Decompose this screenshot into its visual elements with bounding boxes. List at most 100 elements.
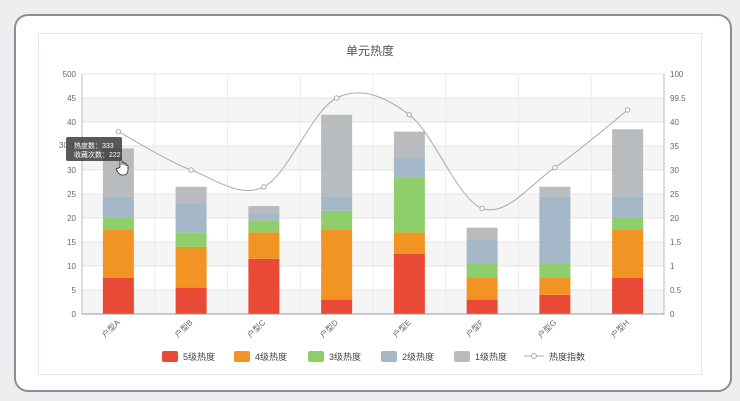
legend-label[interactable]: 热度指数 — [549, 351, 585, 362]
tooltip-box — [66, 137, 122, 161]
x-tick-label: 户型F — [464, 317, 486, 339]
bar-segment[interactable] — [612, 129, 644, 197]
legend-label[interactable]: 5级热度 — [183, 351, 215, 362]
bar-segment[interactable] — [466, 263, 498, 278]
bar-segment[interactable] — [539, 196, 571, 264]
x-tick-label: 户型C — [245, 317, 268, 340]
y-right-tick-label: 1.5 — [670, 238, 682, 247]
heat-index-point[interactable] — [115, 128, 122, 135]
bar-segment[interactable] — [539, 278, 571, 295]
bar-segment[interactable] — [466, 239, 498, 264]
grid-area — [82, 73, 664, 315]
bar-segment[interactable] — [175, 203, 207, 233]
bar-segment[interactable] — [321, 210, 353, 230]
bar-segment[interactable] — [393, 232, 425, 254]
x-tick-label: 户型B — [172, 317, 194, 339]
bar-segment[interactable] — [612, 278, 644, 314]
x-tick-label: 户型G — [535, 317, 558, 340]
bar-segment[interactable] — [175, 287, 207, 314]
y-right-tick-label: 30 — [670, 166, 679, 175]
y-right-tick-label: 0.5 — [670, 286, 682, 295]
tooltip-tick-300: 300 — [59, 141, 73, 150]
legend-line-marker — [531, 353, 537, 359]
legend-label[interactable]: 2级热度 — [402, 351, 434, 362]
bar-segment[interactable] — [248, 232, 280, 259]
line-group — [115, 92, 631, 212]
bar-segment[interactable] — [102, 278, 134, 314]
bar-segment[interactable] — [612, 218, 644, 230]
y-left-tick-label: 45 — [67, 94, 76, 103]
bar-segment[interactable] — [175, 186, 207, 204]
legend: 5级热度 4级热度 3级热度 2级热度 1级热度 热度指数 — [162, 351, 585, 362]
y-left-tick-label: 5 — [72, 286, 77, 295]
tooltip-line-1: 热度数：333 — [74, 141, 114, 150]
y-left-tick-label: 500 — [63, 70, 77, 79]
heat-index-point[interactable] — [333, 95, 340, 101]
y-left-tick-label: 0 — [72, 310, 77, 319]
y-left-tick-label: 40 — [67, 118, 76, 127]
x-tick-label: 户型D — [318, 317, 341, 340]
bar-segment[interactable] — [539, 186, 571, 197]
y-right-tick-label: 35 — [670, 142, 679, 151]
hand-cursor-icon — [115, 159, 129, 176]
y-right-tick-label: 100 — [670, 70, 684, 79]
bar-segment[interactable] — [321, 230, 353, 300]
y-right-tick-label: 25 — [670, 190, 679, 199]
legend-swatch[interactable] — [162, 351, 178, 362]
bar-segment[interactable] — [466, 227, 498, 240]
bar-segment[interactable] — [102, 196, 134, 218]
y-left-tick-label: 20 — [67, 214, 76, 223]
heat-index-point[interactable] — [261, 184, 267, 190]
bar-segment[interactable] — [102, 218, 134, 230]
bar-segment[interactable] — [393, 158, 425, 178]
bar-segment[interactable] — [321, 299, 353, 314]
y-right-tick-label: 1 — [670, 262, 675, 271]
legend-swatch[interactable] — [234, 351, 250, 362]
bar-segment[interactable] — [612, 230, 644, 278]
heat-index-point[interactable] — [406, 112, 413, 118]
bar-segment[interactable] — [321, 114, 353, 197]
bar-segment[interactable] — [175, 246, 207, 288]
bars-group — [102, 114, 644, 314]
legend-swatch[interactable] — [308, 351, 324, 362]
bar-segment[interactable] — [393, 177, 425, 233]
legend-label[interactable]: 3级热度 — [329, 351, 361, 362]
bar-segment[interactable] — [248, 220, 280, 233]
y-left-tick-label: 10 — [67, 262, 76, 271]
bar-segment[interactable] — [539, 294, 571, 314]
y-left-tick-label: 25 — [67, 190, 76, 199]
legend-swatch[interactable] — [381, 351, 397, 362]
y-left-tick-label: 15 — [67, 238, 76, 247]
bar-segment[interactable] — [393, 131, 425, 158]
tooltip-line-2: 收藏次数：222 — [74, 150, 121, 159]
x-tick-label: 户型A — [100, 317, 123, 340]
bar-segment[interactable] — [393, 254, 425, 314]
heat-index-point[interactable] — [624, 107, 631, 113]
y-right-tick-label: 0 — [670, 310, 675, 319]
bar-segment[interactable] — [248, 258, 280, 314]
y-right-tick-label: 99.5 — [670, 94, 686, 103]
heat-index-point[interactable] — [552, 164, 558, 171]
bar-segment[interactable] — [466, 278, 498, 300]
legend-swatch[interactable] — [454, 351, 470, 362]
heat-index-point[interactable] — [479, 205, 485, 212]
bar-segment[interactable] — [612, 196, 644, 218]
bar-segment[interactable] — [539, 263, 571, 278]
y-right-tick-label: 20 — [670, 214, 679, 223]
bar-segment[interactable] — [466, 299, 498, 314]
bar-segment[interactable] — [248, 213, 280, 221]
y-right-tick-label: 40 — [670, 118, 679, 127]
legend-label[interactable]: 4级热度 — [255, 351, 287, 362]
bar-segment[interactable] — [175, 232, 207, 247]
y-left-tick-label: 30 — [67, 166, 76, 175]
chart-title: 单元热度 — [346, 43, 394, 58]
heat-index-line — [118, 92, 628, 211]
heat-index-point[interactable] — [188, 167, 194, 173]
x-tick-label: 户型E — [391, 317, 413, 339]
bar-segment[interactable] — [248, 206, 280, 214]
legend-label[interactable]: 1级热度 — [475, 351, 507, 362]
bar-segment[interactable] — [321, 196, 353, 211]
bar-segment[interactable] — [102, 230, 134, 278]
